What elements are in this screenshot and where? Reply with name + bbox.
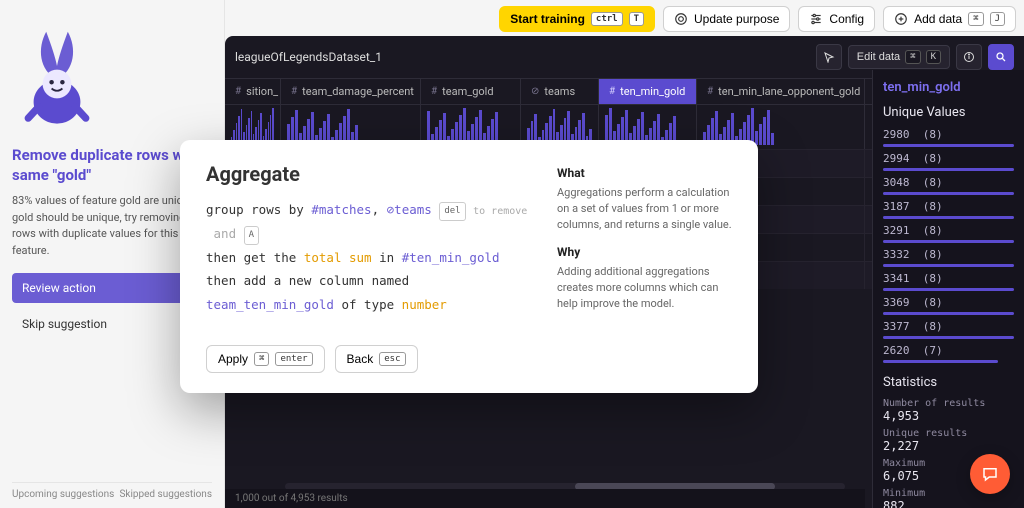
column-header-sition_[interactable]: #sition_ (225, 79, 281, 104)
kbd-k: K (926, 50, 941, 64)
column-header-team_damage_percent[interactable]: #team_damage_percent (281, 79, 421, 104)
back-button[interactable]: Back esc (335, 345, 418, 373)
unique-value-row: 2620 (7) (883, 344, 1014, 363)
why-heading: Why (557, 245, 732, 259)
update-purpose-label: Update purpose (694, 12, 779, 26)
cursor-tool-button[interactable] (816, 44, 842, 70)
add-data-label: Add data (914, 12, 962, 26)
cursor-icon (823, 51, 835, 63)
stat-line: Unique results2,227 (883, 428, 1014, 453)
stats-feature-name: ten_min_gold (883, 80, 1014, 95)
plus-circle-icon (894, 12, 908, 26)
edit-data-button[interactable]: Edit data ⌘ K (848, 45, 950, 69)
stats-panel: ten_min_gold Unique Values 2980 (8) 2994 … (872, 70, 1024, 508)
unique-value-row: 3332 (8) (883, 248, 1014, 267)
aggregate-modal: Aggregate group rows by #matches, ⊘teams… (180, 140, 758, 393)
kbd-t: T (629, 12, 644, 26)
dataset-name: leagueOfLegendsDataset_1 (235, 50, 382, 64)
unique-value-row: 2994 (8) (883, 152, 1014, 171)
column-header-ten_min_gold[interactable]: #ten_min_gold (599, 79, 697, 104)
stat-line: Number of results4,953 (883, 398, 1014, 423)
what-text: Aggregations perform a calculation on a … (557, 185, 732, 233)
skipped-suggestions-link[interactable]: Skipped suggestions (119, 489, 212, 500)
kbd-cmd2: ⌘ (905, 50, 920, 64)
help-button[interactable] (970, 454, 1010, 494)
update-purpose-button[interactable]: Update purpose (663, 6, 790, 32)
sliders-icon (809, 12, 823, 26)
why-text: Adding additional aggregations creates m… (557, 264, 732, 312)
kbd-j: J (990, 12, 1005, 26)
unique-value-row: 3187 (8) (883, 200, 1014, 219)
rows-count: 1,000 out of 4,953 results (225, 489, 865, 508)
statistics-title: Statistics (883, 375, 1014, 390)
unique-value-row: 3369 (8) (883, 296, 1014, 315)
modal-title: Aggregate (206, 162, 539, 186)
info-button[interactable] (956, 44, 982, 70)
apply-label: Apply (218, 352, 248, 366)
column-header-ten_min_lane_opponent_gold[interactable]: #ten_min_lane_opponent_gold (697, 79, 865, 104)
info-icon (963, 51, 975, 63)
column-header-team_gold[interactable]: #team_gold (421, 79, 521, 104)
add-data-button[interactable]: Add data ⌘ J (883, 6, 1016, 32)
unique-value-row: 3377 (8) (883, 320, 1014, 339)
what-heading: What (557, 166, 732, 180)
column-header-teams[interactable]: ⊘teams (521, 79, 599, 104)
edit-data-label: Edit data (857, 51, 900, 63)
kbd-ctrl: ctrl (591, 12, 623, 26)
unique-value-row: 3341 (8) (883, 272, 1014, 291)
unique-value-row: 2980 (8) (883, 128, 1014, 147)
config-label: Config (829, 12, 864, 26)
skip-suggestion-label: Skip suggestion (22, 317, 107, 331)
del-pill[interactable]: del (439, 202, 465, 221)
target-icon (674, 12, 688, 26)
chat-icon (981, 465, 999, 483)
upcoming-suggestions-link[interactable]: Upcoming suggestions (12, 489, 114, 500)
mascot-icon (12, 20, 102, 130)
search-button[interactable] (988, 44, 1014, 70)
review-action-label: Review action (22, 281, 96, 295)
back-label: Back (347, 352, 374, 366)
start-training-label: Start training (510, 12, 585, 26)
unique-values-title: Unique Values (883, 105, 1014, 120)
start-training-button[interactable]: Start training ctrl T (499, 6, 655, 32)
unique-value-row: 3048 (8) (883, 176, 1014, 195)
config-button[interactable]: Config (798, 6, 875, 32)
aggregate-expression: group rows by #matches, ⊘teams del to re… (206, 198, 539, 317)
kbd-cmd: ⌘ (968, 12, 983, 26)
unique-value-row: 3291 (8) (883, 224, 1014, 243)
apply-button[interactable]: Apply ⌘ enter (206, 345, 325, 373)
search-icon (995, 51, 1007, 63)
a-pill[interactable]: A (244, 226, 259, 245)
